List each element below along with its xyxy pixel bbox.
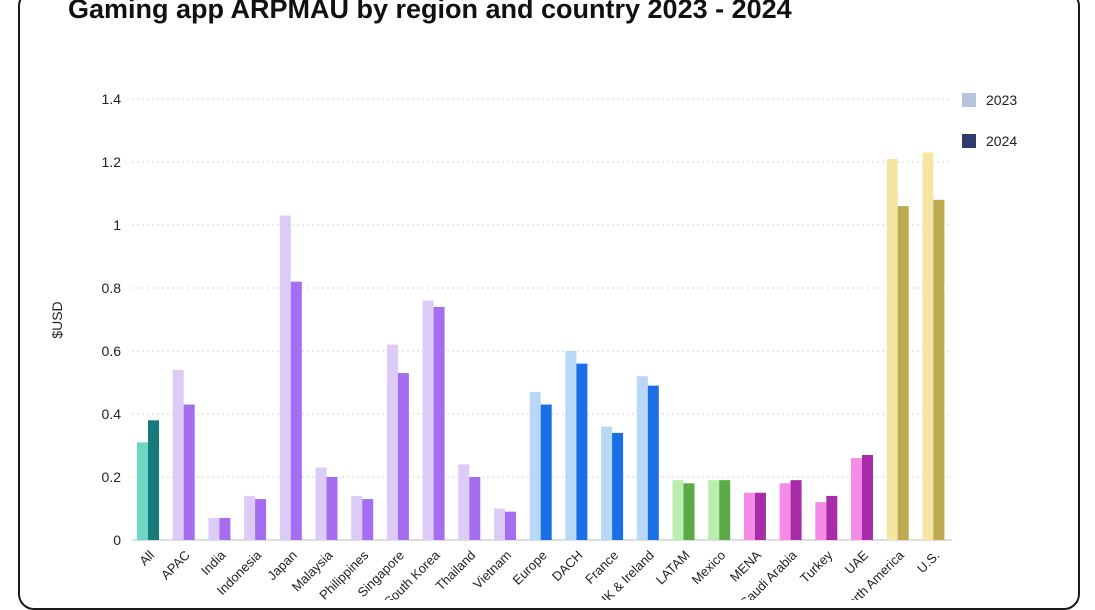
bar-2024: [148, 420, 159, 540]
y-axis-label: $USD: [49, 301, 65, 338]
legend-swatch-2023: [962, 93, 976, 107]
bar-2023: [494, 508, 505, 540]
y-tick-label: 0: [113, 532, 121, 548]
bar-2024: [362, 499, 374, 540]
bar-2023: [458, 464, 470, 540]
y-tick-label: 1: [113, 217, 121, 233]
x-tick-label: LATAM: [653, 548, 693, 588]
bar-2024: [719, 480, 731, 540]
x-tick-label: Turkey: [797, 547, 836, 586]
bar-2023: [529, 391, 541, 540]
y-tick-label: 0.4: [102, 406, 122, 422]
x-tick-label: UAE: [842, 547, 872, 577]
bar-2023: [636, 376, 648, 540]
bar-2023: [565, 351, 577, 540]
bar-2024: [933, 199, 945, 541]
bar-2023: [922, 152, 934, 541]
y-tick-label: 0.8: [102, 280, 122, 296]
bar-2024: [612, 432, 624, 540]
legend-item-2024: 2024: [962, 131, 1017, 151]
bar-2024: [540, 404, 552, 540]
bar-2024: [826, 495, 838, 540]
chart-title: Gaming app ARPMAU by region and country …: [68, 0, 792, 24]
x-tick-label: Thailand: [433, 548, 479, 594]
bar-2024: [219, 517, 231, 540]
bar-2023: [851, 458, 862, 540]
bar-2023: [601, 426, 613, 540]
bar-2024: [897, 206, 909, 540]
bar-2024: [433, 306, 445, 540]
bar-2023: [137, 442, 148, 540]
legend-item-2023: 2023: [962, 90, 1017, 110]
bar-2024: [576, 363, 588, 540]
legend-swatch-2024: [962, 134, 976, 148]
x-tick-label: DACH: [549, 548, 586, 585]
bar-2024: [397, 373, 409, 540]
y-tick-label: 0.2: [102, 469, 122, 485]
bar-2023: [315, 467, 327, 540]
x-tick-label: Europe: [510, 548, 550, 588]
bar-2023: [815, 502, 827, 540]
bar-2024: [862, 454, 873, 540]
y-tick-label: 1.4: [102, 91, 122, 107]
legend-label-2024: 2024: [986, 133, 1018, 149]
bar-2024: [754, 492, 766, 540]
bar-2024: [647, 385, 659, 540]
bar-2024: [290, 281, 302, 540]
bar-2024: [326, 477, 338, 540]
bar-2023: [708, 480, 720, 540]
y-tick-label: 1.2: [102, 154, 122, 170]
bar-2023: [779, 483, 791, 540]
x-tick-label: APAC: [158, 548, 193, 583]
bar-2023: [279, 215, 291, 541]
bar-2023: [244, 495, 256, 540]
bar-2023: [672, 480, 684, 540]
bar-2024: [255, 499, 267, 540]
bar-2023: [351, 495, 363, 540]
bar-2023: [208, 517, 220, 540]
x-tick-label: India: [198, 547, 229, 578]
x-tick-label: Vietnam: [470, 548, 514, 592]
chart-legend: 2023 2024: [962, 90, 1017, 172]
bar-2023: [886, 158, 898, 540]
x-tick-label: All: [136, 547, 157, 568]
bar-2024: [183, 404, 195, 540]
bar-2023: [172, 369, 184, 540]
bar-2023: [743, 492, 755, 540]
y-tick-label: 0.6: [102, 343, 122, 359]
x-tick-label: Mexico: [689, 548, 729, 588]
bar-2024: [790, 480, 802, 540]
bar-2023: [386, 344, 398, 540]
bar-2023: [422, 300, 434, 540]
x-tick-label: U.S.: [914, 548, 942, 576]
bar-2024: [505, 511, 516, 540]
bar-2024: [683, 483, 695, 540]
bar-2024: [469, 477, 481, 540]
legend-label-2023: 2023: [986, 92, 1018, 108]
